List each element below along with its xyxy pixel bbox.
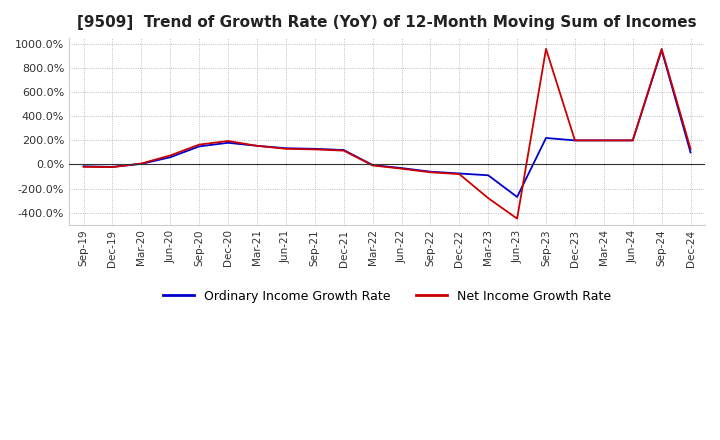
Net Income Growth Rate xyxy=(137,161,145,166)
Net Income Growth Rate xyxy=(397,166,406,171)
Line: Net Income Growth Rate: Net Income Growth Rate xyxy=(84,49,690,219)
Ordinary Income Growth Rate xyxy=(455,171,464,176)
Net Income Growth Rate xyxy=(195,142,204,147)
Net Income Growth Rate xyxy=(79,164,88,169)
Net Income Growth Rate xyxy=(657,46,666,51)
Ordinary Income Growth Rate xyxy=(629,138,637,143)
Title: [9509]  Trend of Growth Rate (YoY) of 12-Month Moving Sum of Incomes: [9509] Trend of Growth Rate (YoY) of 12-… xyxy=(77,15,697,30)
Net Income Growth Rate xyxy=(484,195,492,201)
Ordinary Income Growth Rate xyxy=(513,194,521,200)
Ordinary Income Growth Rate xyxy=(282,146,290,151)
Net Income Growth Rate xyxy=(629,138,637,143)
Ordinary Income Growth Rate xyxy=(253,143,261,148)
Ordinary Income Growth Rate xyxy=(426,169,435,174)
Ordinary Income Growth Rate xyxy=(310,146,319,151)
Ordinary Income Growth Rate xyxy=(686,150,695,155)
Net Income Growth Rate xyxy=(253,143,261,148)
Ordinary Income Growth Rate xyxy=(369,162,377,168)
Net Income Growth Rate xyxy=(282,146,290,151)
Ordinary Income Growth Rate xyxy=(79,164,88,169)
Ordinary Income Growth Rate xyxy=(224,140,233,146)
Net Income Growth Rate xyxy=(571,138,580,143)
Ordinary Income Growth Rate xyxy=(108,164,117,169)
Ordinary Income Growth Rate xyxy=(657,48,666,53)
Net Income Growth Rate xyxy=(513,216,521,221)
Net Income Growth Rate xyxy=(369,163,377,168)
Net Income Growth Rate xyxy=(541,46,550,51)
Net Income Growth Rate xyxy=(455,172,464,177)
Net Income Growth Rate xyxy=(686,146,695,151)
Ordinary Income Growth Rate xyxy=(541,136,550,141)
Net Income Growth Rate xyxy=(166,153,174,158)
Net Income Growth Rate xyxy=(600,138,608,143)
Net Income Growth Rate xyxy=(339,148,348,153)
Ordinary Income Growth Rate xyxy=(195,144,204,149)
Ordinary Income Growth Rate xyxy=(397,165,406,171)
Ordinary Income Growth Rate xyxy=(484,172,492,178)
Net Income Growth Rate xyxy=(426,170,435,175)
Net Income Growth Rate xyxy=(310,147,319,152)
Line: Ordinary Income Growth Rate: Ordinary Income Growth Rate xyxy=(84,50,690,197)
Ordinary Income Growth Rate xyxy=(166,154,174,160)
Net Income Growth Rate xyxy=(224,138,233,143)
Ordinary Income Growth Rate xyxy=(571,138,580,143)
Net Income Growth Rate xyxy=(108,165,117,170)
Legend: Ordinary Income Growth Rate, Net Income Growth Rate: Ordinary Income Growth Rate, Net Income … xyxy=(158,285,616,308)
Ordinary Income Growth Rate xyxy=(600,138,608,143)
Ordinary Income Growth Rate xyxy=(339,147,348,153)
Ordinary Income Growth Rate xyxy=(137,161,145,166)
